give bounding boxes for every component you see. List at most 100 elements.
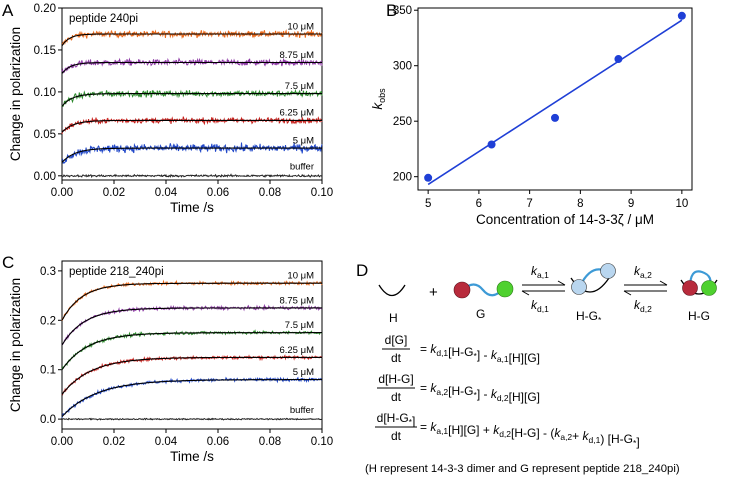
- data-trace: [61, 354, 323, 396]
- panel-b: B 5 6 7 8 9 10 200 250 300 350 Concentration of 14…: [370, 1, 693, 227]
- panel-a: A 0.00 0.02 0.04 0.06 0.08 0.10 0.00 0.05 0.10 0.…: [2, 1, 333, 215]
- x-tick-label: 5: [425, 198, 431, 210]
- x-tick-label: 8: [577, 198, 583, 210]
- data-trace: [61, 173, 323, 179]
- fit-curve: [61, 379, 322, 417]
- y-tick-label: 0.10: [34, 87, 56, 99]
- data-trace: [61, 57, 323, 74]
- complex-ball-1b: [600, 263, 616, 279]
- linear-fit-line: [427, 19, 683, 186]
- y-tick-label: 250: [393, 116, 412, 128]
- rate-kd2: kd,2: [634, 298, 652, 314]
- panel-letter-d: D: [356, 261, 368, 280]
- equation-denominator: dt: [391, 429, 402, 443]
- fit-curve: [61, 282, 322, 321]
- fit-curve: [61, 332, 322, 371]
- series-label: 10 μM: [287, 21, 314, 32]
- fit-curve: [61, 33, 322, 47]
- x-tick-label: 0.08: [259, 187, 281, 199]
- fit-curve: [61, 93, 322, 107]
- y-tick-label: 0.0: [40, 414, 56, 426]
- y-tick-label: 0.20: [34, 3, 56, 15]
- reverse-arrowhead-1: [521, 290, 530, 296]
- data-point: [677, 11, 686, 20]
- rate-kd1: kd,1: [531, 298, 549, 314]
- x-tick-label: 0.00: [51, 187, 73, 199]
- data-trace: [61, 142, 323, 164]
- bound-complex: [680, 270, 718, 296]
- rate-equations: d[G] dt = kd,1[H-G*] - ka,1[H][G] d[H-G] dt =…: [375, 333, 640, 449]
- panel-d-scheme: D H + G ka,1 kd,1 H-G*: [356, 261, 718, 475]
- x-axis-label: Concentration of 14-3-3ζ / μM: [476, 212, 654, 227]
- x-tick-label: 0.04: [155, 436, 178, 448]
- data-trace: [61, 303, 323, 346]
- label-hg: H-G: [688, 309, 710, 323]
- host-dimer-cup: [378, 284, 406, 297]
- peptide-chain: [462, 283, 504, 297]
- panel-title: peptide 218_240pi: [69, 266, 164, 278]
- series-label: 8.75 μM: [279, 295, 314, 306]
- panel-title: peptide 240pi: [69, 13, 138, 25]
- y-axis-label: kobs: [370, 88, 387, 110]
- equation-numerator: d[H-G*]: [377, 411, 416, 428]
- complex-green-ball: [701, 280, 717, 296]
- plus-sign: +: [429, 284, 438, 301]
- panel-letter-c: C: [2, 253, 14, 272]
- fit-curve: [61, 147, 322, 163]
- y-tick-label: 300: [393, 61, 412, 73]
- equation-numerator: d[H-G]: [378, 372, 413, 386]
- x-tick-label: 0.10: [311, 436, 333, 448]
- equation-denominator: dt: [391, 390, 402, 404]
- series-label: buffer: [290, 405, 314, 416]
- label-h: H: [389, 311, 398, 325]
- equilibrium-arrows-1: [521, 280, 566, 296]
- y-tick-label: 350: [393, 5, 412, 17]
- fit-curve: [61, 307, 322, 346]
- x-axis-label: Time /s: [170, 449, 214, 464]
- series-label: 8.75 μM: [279, 50, 314, 61]
- complex-red-ball: [682, 280, 698, 296]
- peptide-red-ball: [453, 281, 471, 299]
- equation-rhs: = ka,2[H-G*] - kd,2[H][G]: [420, 381, 540, 404]
- data-trace: [61, 29, 323, 46]
- encounter-complex: [570, 263, 616, 295]
- peptide-green-ball: [496, 280, 514, 298]
- series-label: 5 μM: [293, 135, 314, 146]
- rate-ka1: ka,1: [531, 264, 549, 280]
- scheme-note: (H represent 14-3-3 dimer and G represen…: [365, 463, 680, 475]
- series-label: 6.25 μM: [279, 108, 314, 119]
- fit-curve: [61, 119, 322, 133]
- series-label: 7.5 μM: [285, 81, 314, 92]
- forward-arrowhead-2: [659, 280, 668, 286]
- x-tick-label: 0.02: [103, 436, 125, 448]
- plot-frame: [417, 7, 693, 191]
- data-trace: [61, 417, 323, 421]
- series-label: 6.25 μM: [279, 345, 314, 356]
- data-point: [614, 55, 623, 64]
- equation-numerator: d[G]: [385, 333, 408, 347]
- forward-arrowhead-1: [557, 280, 566, 286]
- data-point: [487, 140, 496, 149]
- data-trace: [61, 88, 323, 107]
- y-tick-label: 0.15: [34, 45, 56, 57]
- x-tick-label: 9: [628, 198, 634, 210]
- label-g: G: [476, 307, 485, 321]
- data-point: [551, 113, 559, 122]
- equation-denominator: dt: [391, 351, 402, 365]
- x-tick-label: 0.02: [103, 187, 125, 199]
- series-label: 5 μM: [293, 367, 314, 378]
- complex-ball-1a: [571, 279, 587, 295]
- x-tick-label: 0.06: [207, 436, 229, 448]
- x-tick-label: 0.06: [207, 187, 229, 199]
- data-trace: [61, 376, 323, 418]
- x-axis-label: Time /s: [170, 200, 214, 215]
- fit-curve: [61, 356, 322, 395]
- x-tick-label: 0.00: [51, 436, 73, 448]
- data-trace: [61, 115, 323, 135]
- series-label: buffer: [290, 161, 314, 172]
- series-label: 7.5 μM: [285, 320, 314, 331]
- fit-curve: [61, 61, 322, 74]
- panel-letter-b: B: [386, 1, 397, 20]
- y-axis-label: Change in polarization: [8, 278, 23, 412]
